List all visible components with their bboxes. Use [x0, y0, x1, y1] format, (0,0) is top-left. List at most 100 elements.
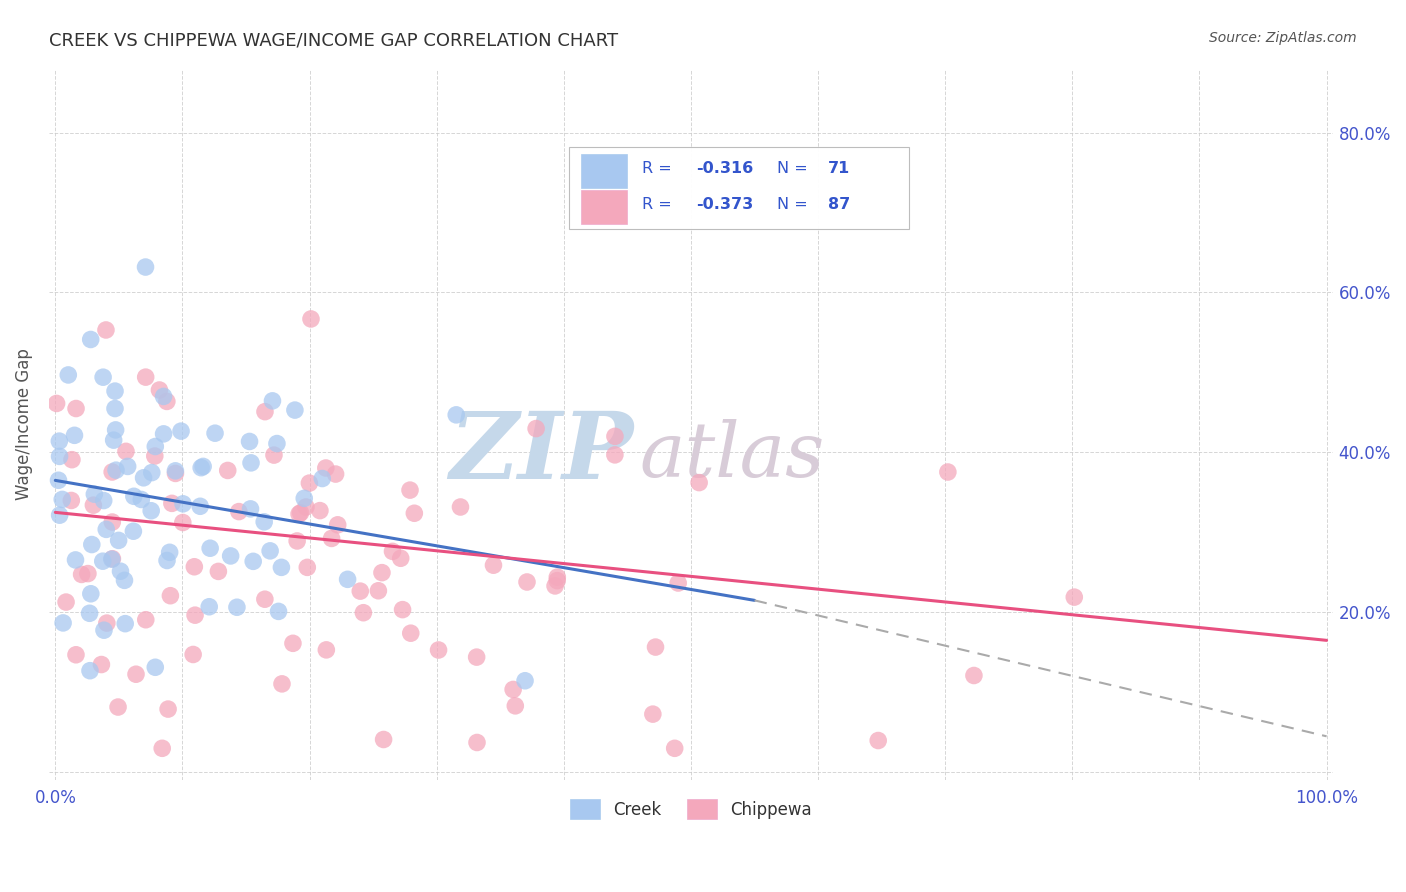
Point: [165, 464, 187, 478]
Text: ZIP: ZIP: [449, 408, 633, 498]
Point: [546, 570, 568, 584]
Point: [51, 492, 73, 507]
Point: [141, 504, 163, 518]
Text: Source: ZipAtlas.com: Source: ZipAtlas.com: [1209, 31, 1357, 45]
Point: [217, 463, 239, 477]
Point: [96, 522, 118, 536]
Point: [240, 456, 263, 470]
Point: [143, 440, 166, 454]
Point: [148, 383, 170, 397]
Point: [266, 436, 288, 450]
Point: [104, 401, 127, 416]
Point: [101, 551, 124, 566]
Point: [63, 428, 86, 442]
Point: [60, 452, 83, 467]
Point: [373, 732, 395, 747]
Point: [77, 566, 100, 581]
Point: [107, 533, 129, 548]
Point: [297, 560, 319, 574]
Text: -0.373: -0.373: [696, 196, 754, 211]
Point: [465, 650, 488, 665]
Point: [688, 475, 710, 490]
Point: [104, 423, 127, 437]
Point: [198, 599, 221, 614]
Legend: Creek, Chippewa: Creek, Chippewa: [564, 793, 818, 825]
Point: [239, 501, 262, 516]
Text: 71: 71: [828, 161, 851, 177]
Point: [114, 616, 136, 631]
Point: [135, 613, 157, 627]
Point: [371, 566, 394, 580]
Point: [80, 537, 103, 551]
Point: [482, 558, 505, 573]
Point: [963, 668, 986, 682]
Point: [152, 389, 174, 403]
Point: [65, 553, 87, 567]
Point: [48, 473, 70, 487]
Point: [502, 682, 524, 697]
Text: R =: R =: [643, 161, 678, 177]
Point: [228, 505, 250, 519]
Point: [183, 559, 205, 574]
Text: -0.316: -0.316: [696, 161, 754, 177]
Point: [170, 424, 193, 438]
Point: [117, 459, 139, 474]
Point: [91, 554, 114, 568]
Point: [315, 461, 337, 475]
Point: [311, 471, 333, 485]
Point: [644, 640, 666, 654]
Point: [524, 421, 547, 435]
Point: [79, 664, 101, 678]
Point: [143, 449, 166, 463]
Point: [204, 426, 226, 441]
Point: [292, 491, 315, 506]
Point: [91, 370, 114, 384]
Point: [1063, 590, 1085, 604]
Point: [125, 667, 148, 681]
Point: [143, 660, 166, 674]
Point: [131, 492, 153, 507]
Point: [263, 448, 285, 462]
Point: [58, 368, 80, 382]
Point: [160, 496, 183, 510]
Point: [101, 515, 124, 529]
Point: [48, 434, 70, 449]
Point: [65, 401, 87, 416]
Point: [309, 503, 332, 517]
Point: [516, 574, 538, 589]
Point: [295, 500, 318, 514]
Point: [253, 515, 276, 529]
Point: [79, 607, 101, 621]
Point: [114, 574, 136, 588]
Point: [159, 589, 181, 603]
Point: [271, 677, 294, 691]
Point: [105, 463, 128, 477]
Point: [135, 370, 157, 384]
Point: [110, 564, 132, 578]
Point: [101, 552, 124, 566]
Point: [226, 600, 249, 615]
Point: [336, 572, 359, 586]
Point: [381, 544, 404, 558]
Point: [172, 516, 194, 530]
Text: 87: 87: [828, 196, 851, 211]
Point: [399, 483, 422, 497]
Point: [262, 393, 284, 408]
Point: [188, 500, 211, 514]
Point: [298, 476, 321, 491]
Point: [513, 673, 536, 688]
Point: [404, 506, 426, 520]
Point: [45, 396, 67, 410]
Point: [450, 500, 472, 514]
Point: [399, 626, 422, 640]
Point: [48, 450, 70, 464]
FancyBboxPatch shape: [581, 154, 627, 188]
Point: [391, 602, 413, 616]
Point: [465, 735, 488, 749]
Point: [349, 584, 371, 599]
Point: [80, 333, 103, 347]
Point: [104, 384, 127, 398]
Point: [157, 702, 180, 716]
Point: [546, 574, 568, 588]
Text: atlas: atlas: [640, 419, 825, 493]
